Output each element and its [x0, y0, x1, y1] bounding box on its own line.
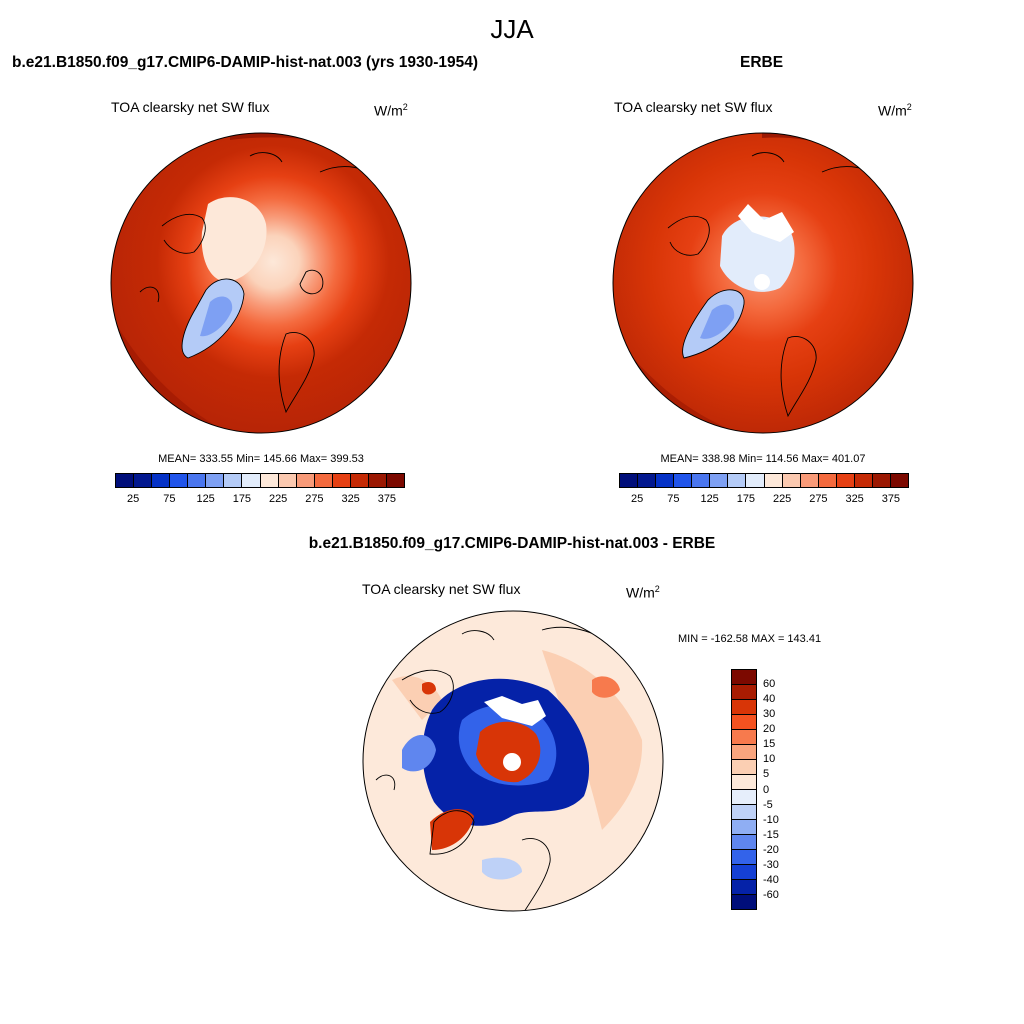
colorbar-swatch: [732, 790, 756, 805]
panel-1-variable: TOA clearsky net SW flux: [111, 99, 270, 115]
colorbar-swatch: [116, 474, 135, 487]
panel-2-variable: TOA clearsky net SW flux: [614, 99, 773, 115]
colorbar-swatch: [350, 474, 369, 487]
colorbar-tick-label: 60: [763, 678, 776, 691]
colorbar-tick-label: 40: [763, 693, 776, 706]
figure-title: JJA: [490, 14, 534, 44]
colorbar-swatch: [854, 474, 873, 487]
colorbar-swatch: [296, 474, 315, 487]
colorbar-tick-label: 75: [667, 493, 680, 505]
panel-2-units: W/m2: [878, 102, 912, 119]
colorbar-swatch: [732, 835, 756, 850]
panel-2-stats: MEAN= 338.98 Min= 114.56 Max= 401.07: [660, 453, 866, 465]
colorbar-swatch: [656, 474, 675, 487]
colorbar-swatch: [314, 474, 333, 487]
colorbar-swatch: [692, 474, 711, 487]
colorbar-swatch: [732, 685, 756, 700]
panel-2-map: [612, 132, 914, 434]
colorbar-swatch: [386, 474, 404, 487]
colorbar-swatch: [368, 474, 387, 487]
panel-1-units: W/m2: [374, 102, 408, 119]
colorbar-tick-label: 5: [763, 768, 770, 781]
colorbar-tick-label: -30: [763, 858, 779, 871]
colorbar-swatch: [732, 850, 756, 865]
colorbar-tick-label: 175: [232, 493, 252, 505]
colorbar-swatch: [732, 730, 756, 745]
colorbar-tick-label: 0: [763, 783, 770, 796]
colorbar-swatch: [732, 745, 756, 760]
colorbar-swatch: [332, 474, 351, 487]
colorbar-swatch: [818, 474, 837, 487]
colorbar-swatch: [782, 474, 801, 487]
colorbar-swatch: [170, 474, 189, 487]
colorbar-swatch: [134, 474, 153, 487]
colorbar-tick-label: -15: [763, 828, 779, 841]
colorbar-swatch: [732, 700, 756, 715]
colorbar-tick-label: 25: [631, 493, 644, 505]
colorbar-tick-label: 225: [268, 493, 288, 505]
colorbar-tick-label: -5: [763, 798, 773, 811]
colorbar-tick-label: 25: [127, 493, 140, 505]
colorbar-swatch: [890, 474, 908, 487]
colorbar-swatch: [732, 775, 756, 790]
colorbar-swatch: [224, 474, 243, 487]
panel-2-colorbar: [619, 473, 909, 488]
panel-1-map: [110, 132, 412, 434]
colorbar-swatch: [732, 760, 756, 775]
colorbar-tick-label: 125: [196, 493, 215, 505]
colorbar-swatch: [732, 865, 756, 880]
colorbar-swatch: [152, 474, 171, 487]
colorbar-tick-label: 375: [881, 493, 901, 505]
colorbar-swatch: [728, 474, 747, 487]
colorbar-swatch: [732, 820, 756, 835]
panel-3-title: b.e21.B1850.f09_g17.CMIP6-DAMIP-hist-nat…: [308, 535, 716, 552]
colorbar-tick-label: 325: [845, 493, 864, 505]
colorbar-swatch: [638, 474, 657, 487]
colorbar-tick-label: 20: [763, 723, 776, 736]
colorbar-swatch: [764, 474, 783, 487]
colorbar-swatch: [836, 474, 855, 487]
panel-1-stats: MEAN= 333.55 Min= 145.66 Max= 399.53: [158, 453, 364, 465]
panel-3-stats: MIN = -162.58 MAX = 143.41: [678, 633, 822, 645]
colorbar-tick-label: 125: [700, 493, 719, 505]
colorbar-swatch: [674, 474, 693, 487]
colorbar-swatch: [732, 805, 756, 820]
colorbar-swatch: [732, 895, 756, 909]
colorbar-swatch: [260, 474, 279, 487]
colorbar-tick-label: 225: [772, 493, 792, 505]
colorbar-swatch: [872, 474, 891, 487]
panel-1-title: b.e21.B1850.f09_g17.CMIP6-DAMIP-hist-nat…: [12, 54, 479, 71]
colorbar-tick-label: 175: [736, 493, 756, 505]
panel-3-colorbar: [731, 669, 757, 910]
colorbar-tick-label: -10: [763, 813, 779, 826]
colorbar-tick-label: 325: [341, 493, 360, 505]
panel-1-colorbar: [115, 473, 405, 488]
colorbar-tick-label: 30: [763, 708, 776, 721]
panel-3-map: [362, 610, 664, 912]
colorbar-tick-label: 15: [763, 738, 776, 751]
colorbar-tick-label: 375: [377, 493, 397, 505]
colorbar-swatch: [620, 474, 639, 487]
colorbar-tick-label: 275: [305, 493, 324, 505]
colorbar-swatch: [800, 474, 819, 487]
colorbar-tick-label: 75: [163, 493, 176, 505]
panel-3-units: W/m2: [626, 584, 660, 601]
colorbar-swatch: [242, 474, 261, 487]
colorbar-tick-label: -20: [763, 843, 779, 856]
colorbar-tick-label: 10: [763, 753, 776, 766]
colorbar-swatch: [732, 670, 756, 685]
colorbar-swatch: [188, 474, 207, 487]
panel-3-variable: TOA clearsky net SW flux: [362, 581, 521, 597]
colorbar-tick-label: 275: [809, 493, 828, 505]
colorbar-swatch: [732, 880, 756, 895]
colorbar-swatch: [710, 474, 729, 487]
colorbar-swatch: [206, 474, 225, 487]
colorbar-tick-label: -60: [763, 888, 779, 901]
colorbar-swatch: [746, 474, 765, 487]
colorbar-tick-label: -40: [763, 873, 779, 886]
colorbar-swatch: [278, 474, 297, 487]
panel-2-title: ERBE: [740, 54, 784, 71]
colorbar-swatch: [732, 715, 756, 730]
